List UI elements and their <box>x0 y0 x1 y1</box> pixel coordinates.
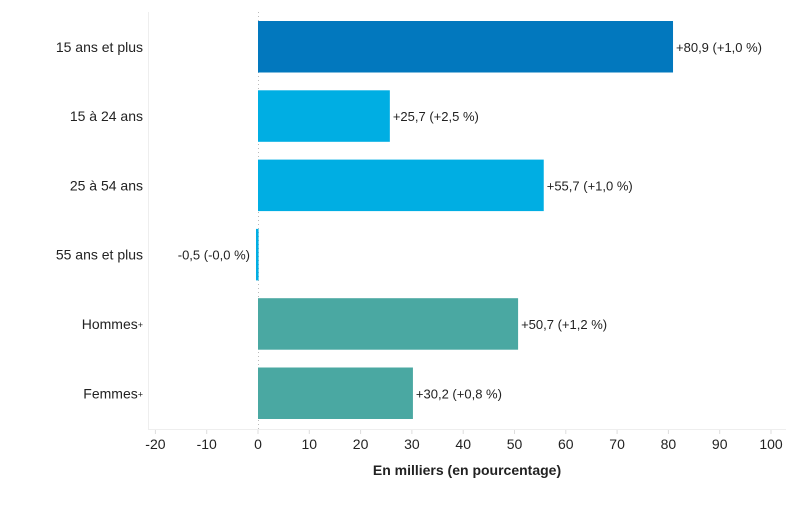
category-label: 15 ans et plus <box>56 39 143 55</box>
bar <box>258 159 544 212</box>
x-tick-label: 40 <box>455 436 471 452</box>
bar <box>258 90 390 142</box>
category-label: 25 à 54 ans <box>70 177 143 193</box>
x-tick-label: -20 <box>145 436 165 452</box>
bar <box>256 228 259 281</box>
data-label: -0,5 (-0,0 %) <box>178 248 250 263</box>
x-tick-label: 80 <box>661 436 677 452</box>
data-label: +55,7 (+1,0 %) <box>547 178 633 193</box>
x-tick-label: 50 <box>507 436 523 452</box>
data-label: +50,7 (+1,2 %) <box>521 317 607 332</box>
category-label: Femmes+ <box>83 385 143 401</box>
x-tick-label: 90 <box>712 436 728 452</box>
x-tick-label: -10 <box>197 436 217 452</box>
x-tick-label: 20 <box>353 436 369 452</box>
data-label: +30,2 (+0,8 %) <box>416 386 502 401</box>
category-label: 15 à 24 ans <box>70 108 143 124</box>
x-tick-label: 0 <box>254 436 262 452</box>
x-tick-label: 100 <box>759 436 783 452</box>
x-tick-label: 60 <box>558 436 574 452</box>
category-label: 55 ans et plus <box>56 247 143 263</box>
x-axis-label: En milliers (en pourcentage) <box>373 462 561 478</box>
data-label: +80,9 (+1,0 %) <box>676 40 762 55</box>
x-tick-label: 10 <box>302 436 318 452</box>
bar <box>258 367 413 419</box>
bar <box>258 21 674 73</box>
x-tick-label: 30 <box>404 436 420 452</box>
data-label: +25,7 (+2,5 %) <box>393 109 479 124</box>
x-tick-label: 70 <box>609 436 625 452</box>
bar <box>258 298 519 350</box>
category-label: Hommes+ <box>82 316 143 332</box>
